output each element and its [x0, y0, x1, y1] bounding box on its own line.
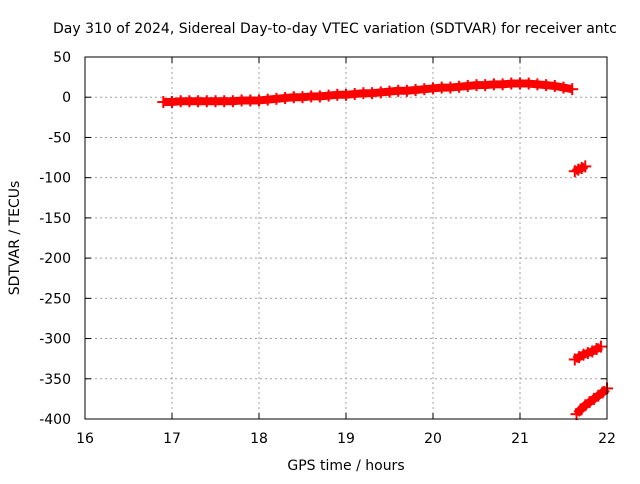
x-tick-label: 16	[76, 431, 94, 447]
x-tick-label: 21	[511, 431, 529, 447]
y-tick-label: -50	[48, 130, 71, 146]
data-point	[566, 83, 579, 96]
x-tick-label: 20	[424, 431, 442, 447]
x-tick-labels: 16 17 18 19 20 21 22	[76, 431, 616, 447]
y-tick-label: -150	[39, 211, 71, 227]
plot-frame	[84, 56, 608, 420]
y-tick-label: -250	[39, 291, 71, 307]
y-axis-label: SDTVAR / TECUs	[7, 181, 23, 296]
data-point	[594, 340, 607, 353]
x-tick-label: 17	[163, 431, 181, 447]
x-axis-label: GPS time / hours	[287, 458, 404, 474]
y-tick-label: -400	[39, 412, 71, 428]
grid-lines	[85, 57, 607, 419]
x-tick-label: 22	[598, 431, 616, 447]
y-tick-label: -300	[39, 332, 71, 348]
chart-title: Day 310 of 2024, Sidereal Day-to-day VTE…	[53, 21, 617, 37]
y-tick-label: -350	[39, 372, 71, 388]
x-tick-label: 19	[337, 431, 355, 447]
y-tick-label: 0	[62, 90, 71, 106]
y-tick-label: 50	[53, 50, 71, 66]
data-points	[157, 77, 613, 421]
y-tick-labels: 50 0 -50 -100 -150 -200 -250 -300 -350 -400	[39, 50, 71, 428]
data-point	[548, 79, 561, 92]
y-tick-label: -200	[39, 251, 71, 267]
x-tick-label: 18	[250, 431, 268, 447]
y-tick-label: -100	[39, 171, 71, 187]
data-point	[557, 81, 570, 94]
data-point	[579, 160, 592, 173]
